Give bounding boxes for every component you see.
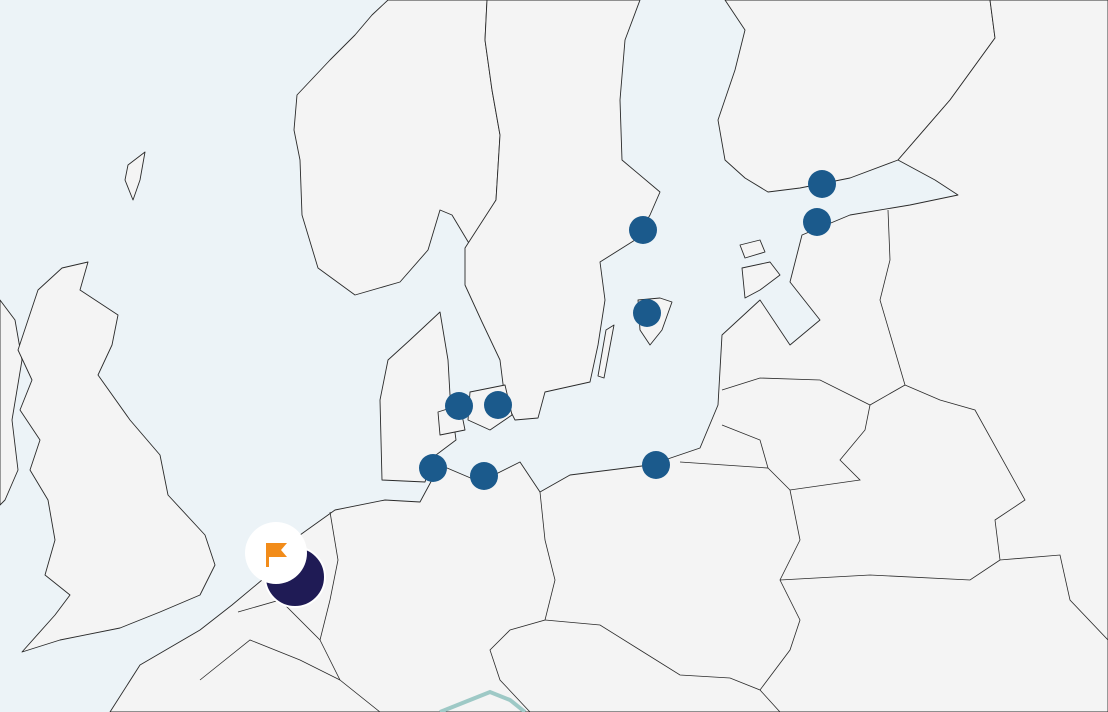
border [767, 404, 871, 491]
map-marker[interactable] [642, 451, 670, 479]
land [597, 324, 615, 379]
map-marker[interactable] [419, 454, 447, 482]
start-marker[interactable] [245, 522, 307, 584]
map-marker[interactable] [445, 392, 473, 420]
flag [269, 543, 287, 557]
map-marker[interactable] [808, 170, 836, 198]
border [489, 491, 556, 712]
land [124, 151, 146, 201]
river [439, 689, 527, 712]
border [904, 384, 1108, 641]
map-marker[interactable] [484, 391, 512, 419]
land [109, 0, 1108, 712]
border [759, 489, 801, 691]
border [319, 511, 381, 712]
map-marker[interactable] [633, 299, 661, 327]
map-marker[interactable] [470, 462, 498, 490]
map-marker[interactable] [803, 208, 831, 236]
land [464, 0, 661, 421]
land [17, 261, 216, 653]
land [739, 239, 766, 259]
border [544, 619, 781, 712]
land [741, 261, 781, 299]
border [721, 209, 906, 406]
border [779, 559, 1001, 581]
map-marker[interactable] [629, 216, 657, 244]
border [199, 639, 341, 681]
border [679, 424, 769, 469]
flag-pole [266, 543, 269, 567]
land [0, 299, 23, 506]
